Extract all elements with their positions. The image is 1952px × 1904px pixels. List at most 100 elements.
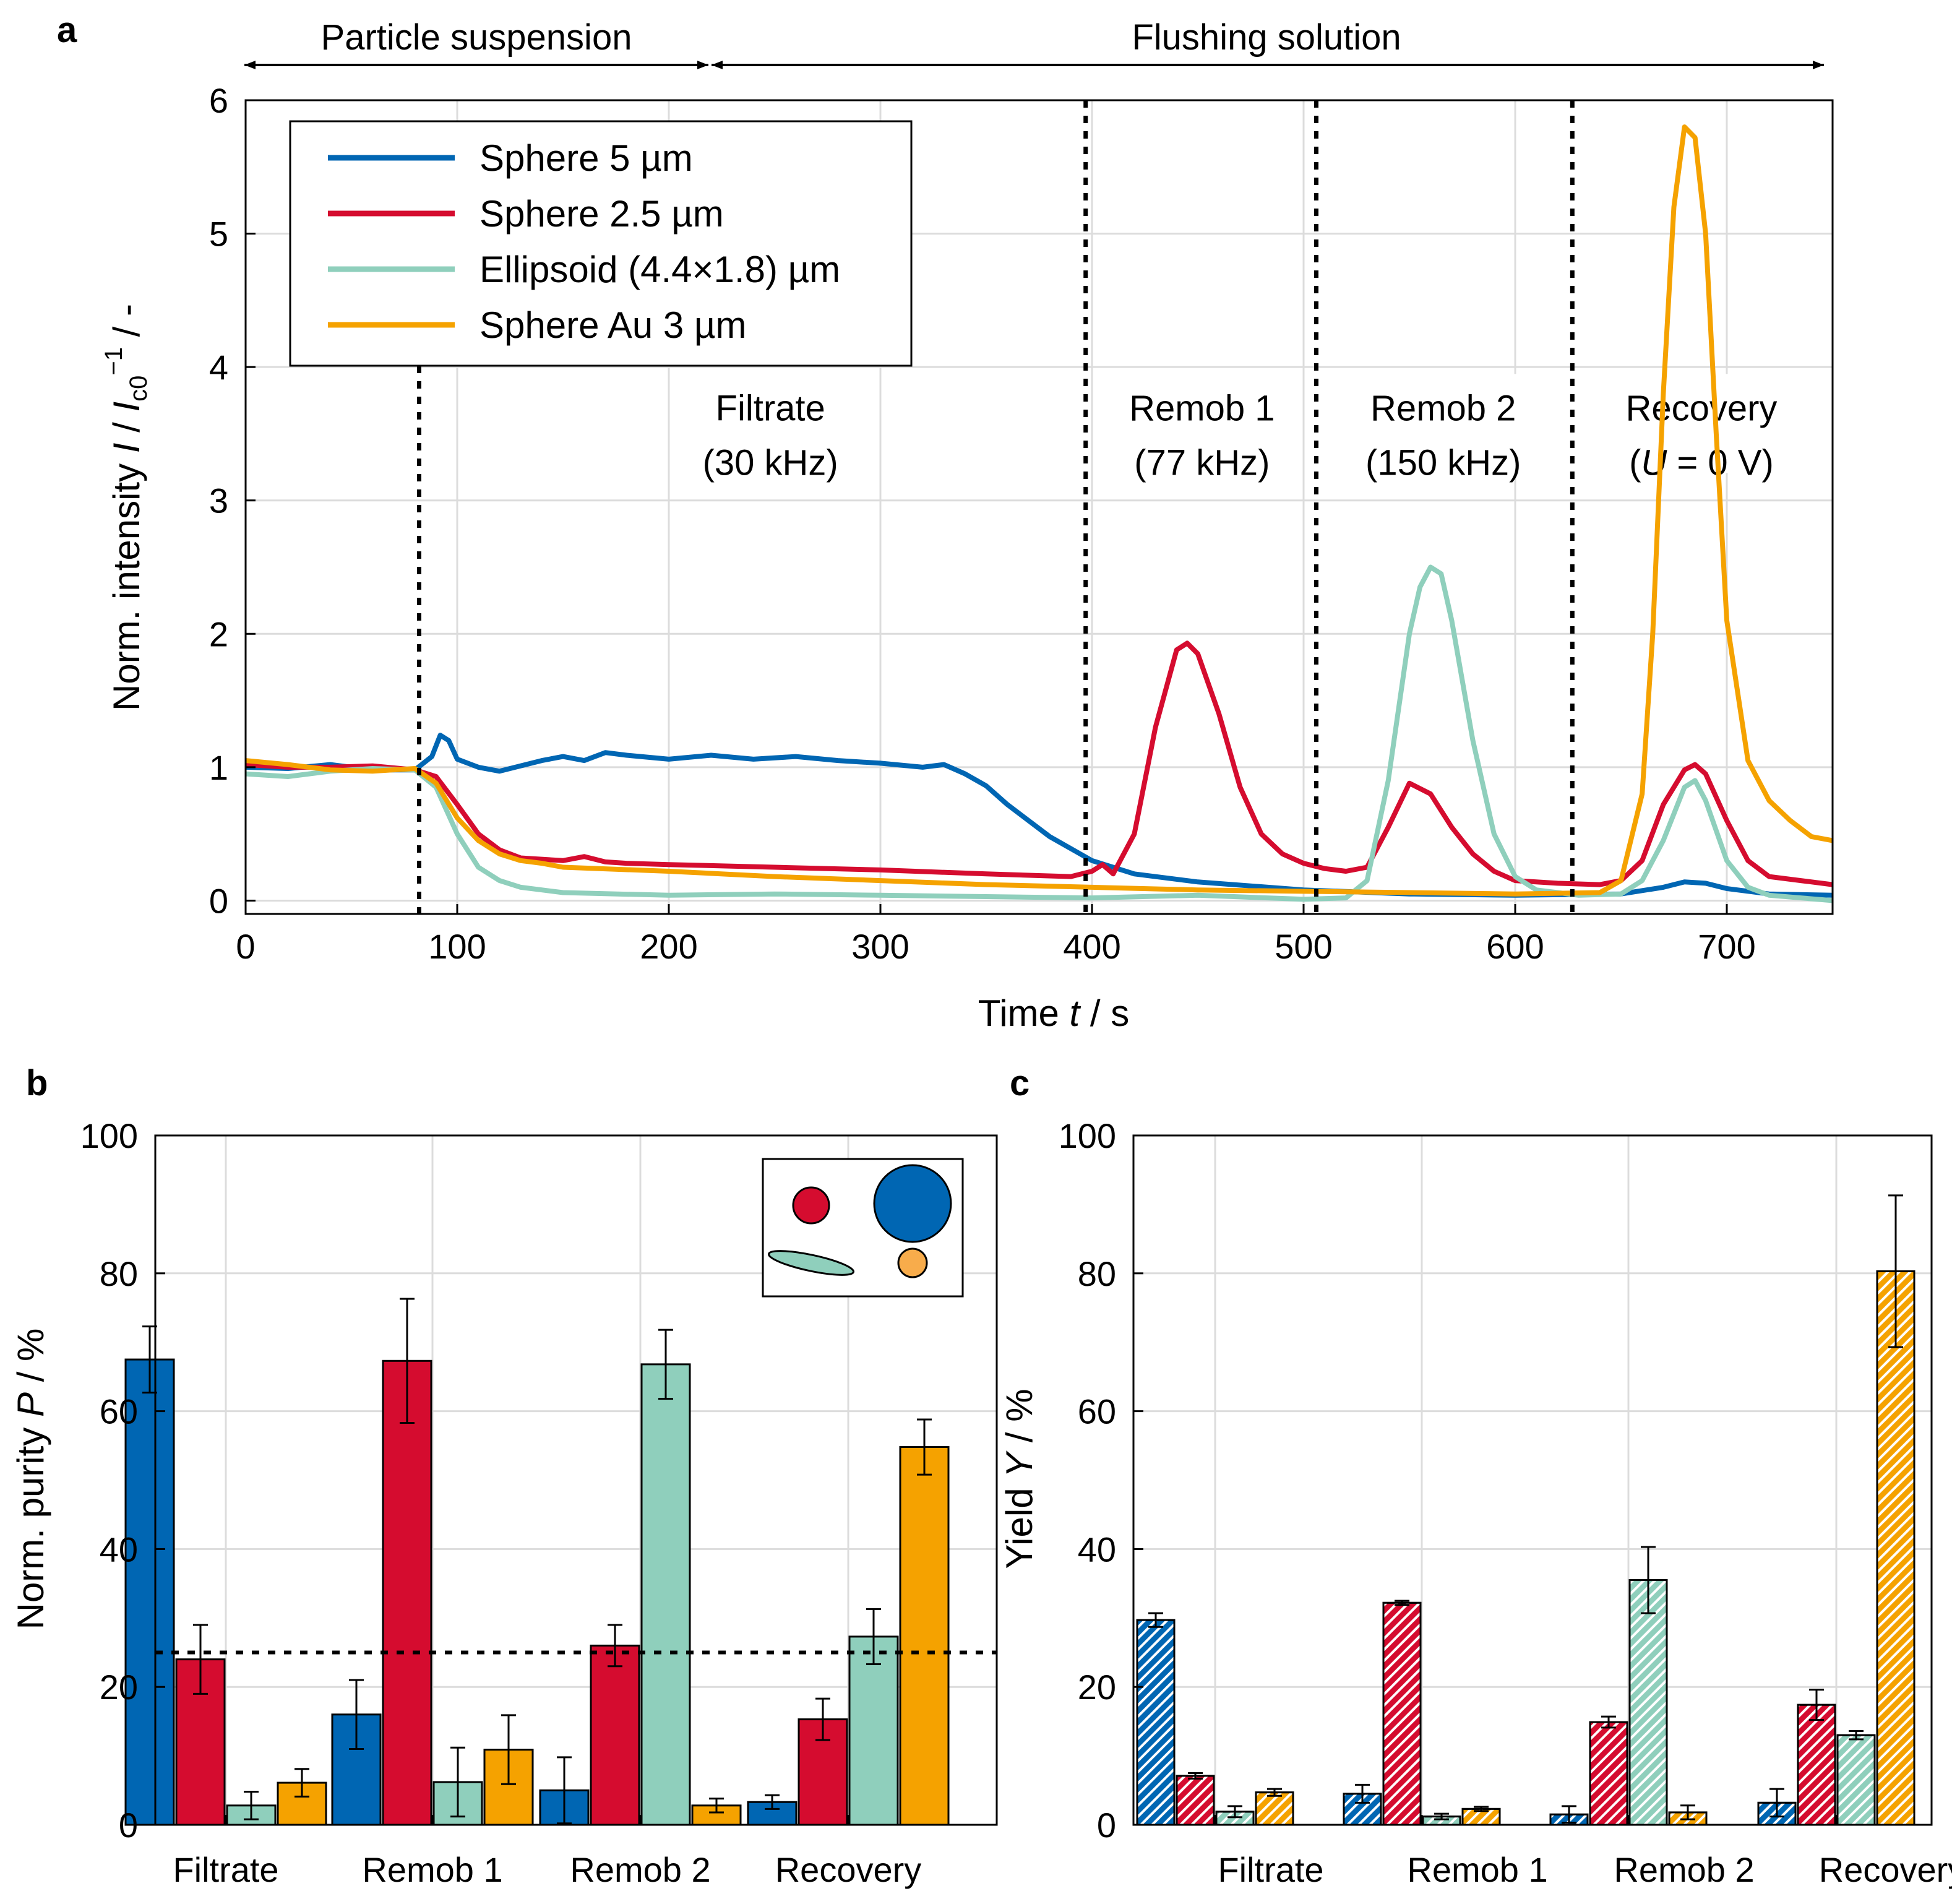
a-phase-labels: Filtrate (30 kHz) Remob 1 (77 kHz) Remob 2 (1… xyxy=(677,374,1794,483)
hatch-line xyxy=(1876,1378,1915,1418)
hatch-line xyxy=(1876,1590,1915,1629)
hatch-line xyxy=(1876,1768,1915,1807)
hatch-line xyxy=(1136,1757,1176,1796)
hatch-line xyxy=(1836,1734,1854,1752)
phase-label-bg xyxy=(1608,374,1794,473)
a-x-tick-label: 400 xyxy=(1063,927,1120,966)
hatch-line xyxy=(1628,1612,1668,1652)
hatch-line xyxy=(1575,1813,1588,1826)
hatch-line xyxy=(1876,1345,1915,1384)
a-y-tick-label: 4 xyxy=(209,348,228,387)
c-bar-filtrate-sphere-5-m xyxy=(1136,1612,1176,1826)
hatch-line xyxy=(1823,1812,1836,1826)
hatch-line xyxy=(1628,1679,1668,1718)
a-legend: Sphere 5 µm Sphere 2.5 µm Ellipsoid (4.4… xyxy=(289,120,913,367)
hatch-line xyxy=(1397,1801,1422,1826)
hatch-line xyxy=(1136,1619,1169,1652)
phase-arrows: Particle suspension Flushing solution xyxy=(244,17,1824,69)
hatch-line xyxy=(1876,1579,1915,1618)
hatch-line xyxy=(1382,1690,1422,1730)
a-series-lines xyxy=(245,124,1833,903)
hatch-line xyxy=(1876,1270,1890,1284)
panel-label-c: c xyxy=(1010,1063,1030,1103)
hatch-line xyxy=(1876,1656,1915,1696)
phase-label-remob-2: Remob 2 (150 kHz) xyxy=(1350,374,1536,483)
b-plot-frame xyxy=(154,1134,998,1826)
hatch-line xyxy=(1461,1807,1473,1819)
hatch-line xyxy=(1876,1445,1915,1484)
a-x-tick-label: 500 xyxy=(1275,927,1332,966)
c-bar-hatch xyxy=(1461,1807,1501,1826)
c-y-tick-label: 40 xyxy=(1078,1530,1116,1569)
a-y-tick-label: 2 xyxy=(209,614,228,653)
hatch-line xyxy=(1800,1790,1836,1826)
c-y-axis-label: Yield Y / % xyxy=(999,1389,1040,1569)
hatch-line xyxy=(1876,1534,1915,1574)
hatch-line xyxy=(1136,1690,1176,1730)
panel-b: b 0 20 40 60 80 100 Filtrate Remob 1 Remob 2 Reco… xyxy=(10,1063,998,1889)
hatch-line xyxy=(1382,1734,1422,1774)
hatch-line xyxy=(1876,1623,1915,1663)
hatch-line xyxy=(1876,1734,1915,1774)
hatch-line xyxy=(1797,1704,1823,1730)
c-bar-remob-2-ellipsoid-4-4-1-8-m xyxy=(1628,1546,1668,1826)
b-bar-filtrate-ellipsoid-4-4-1-8-m xyxy=(226,1791,277,1826)
hatch-line xyxy=(1797,1746,1836,1785)
b-bar-fill xyxy=(277,1781,327,1826)
hatch-line xyxy=(1797,1704,1812,1718)
hatch-line xyxy=(1136,1701,1176,1741)
hatch-line xyxy=(1382,1712,1422,1752)
b-y-tick-label: 40 xyxy=(100,1530,138,1569)
hatch-line xyxy=(1382,1757,1422,1796)
hatch-line xyxy=(1408,1812,1422,1826)
hatch-line xyxy=(1425,1816,1436,1826)
hatch-line xyxy=(1628,1579,1645,1596)
hatch-line xyxy=(1136,1779,1176,1819)
hatch-line xyxy=(1136,1656,1176,1696)
b-bar-remob-1-sphere-au-3-m xyxy=(483,1714,534,1826)
c-bar-remob-2-sphere-au-3-m xyxy=(1668,1804,1708,1826)
hatch-line xyxy=(1643,1801,1668,1826)
c-plot-frame xyxy=(1132,1134,1933,1826)
hatch-line xyxy=(1628,1712,1668,1752)
hatch-line xyxy=(1369,1812,1382,1826)
hatch-line xyxy=(1797,1779,1836,1819)
hatch-line xyxy=(1876,1779,1915,1819)
hatch-line xyxy=(1176,1775,1208,1807)
hatch-line xyxy=(1876,1612,1915,1652)
c-bar-recovery-sphere-au-3-m xyxy=(1876,1194,1915,1826)
hatch-line xyxy=(1230,1811,1245,1826)
a-x-tick-label: 600 xyxy=(1486,927,1544,966)
hatch-line xyxy=(1382,1723,1422,1763)
a-ticks: 0 100 200 300 400 500 600 700 0 1 2 3 4 5 6 xyxy=(209,81,1756,966)
hatch-line xyxy=(1382,1623,1422,1663)
hatch-line xyxy=(1593,1790,1628,1826)
phase-label-title: Remob 1 xyxy=(1129,388,1275,428)
phase-label-title: Filtrate xyxy=(716,388,825,428)
hatch-line xyxy=(1437,1816,1447,1826)
b-bar-remob-1-sphere-5-m xyxy=(331,1679,382,1826)
b-bar-fill xyxy=(382,1359,432,1826)
b-bar-remob-1-ellipsoid-4-4-1-8-m xyxy=(432,1746,483,1826)
hatch-line xyxy=(1628,1779,1668,1819)
hatch-line xyxy=(1876,1712,1915,1752)
c-bar-hatch xyxy=(1797,1704,1836,1826)
hatch-line xyxy=(1382,1768,1422,1807)
hatch-line xyxy=(1241,1812,1255,1826)
hatch-line xyxy=(1876,1367,1915,1406)
hatch-line xyxy=(1902,1812,1915,1826)
hatch-line xyxy=(1604,1801,1628,1826)
c-bar-remob-1-sphere-5-m xyxy=(1343,1783,1382,1826)
hatch-line xyxy=(1448,1816,1458,1826)
c-y-tick-label: 100 xyxy=(1059,1116,1116,1155)
hatch-line xyxy=(1836,1779,1876,1819)
c-bar-hatch xyxy=(1589,1721,1628,1826)
hatch-line xyxy=(1797,1704,1834,1741)
ellipsoid-icon xyxy=(767,1250,855,1276)
hatch-line xyxy=(1876,1434,1915,1473)
hatch-line xyxy=(1382,1645,1422,1685)
c-bar-recovery-sphere-5-m xyxy=(1757,1788,1797,1826)
hatch-line xyxy=(1589,1768,1628,1807)
a-x-tick-label: 100 xyxy=(428,927,486,966)
c-bar-filtrate-sphere-au-3-m xyxy=(1255,1788,1294,1826)
